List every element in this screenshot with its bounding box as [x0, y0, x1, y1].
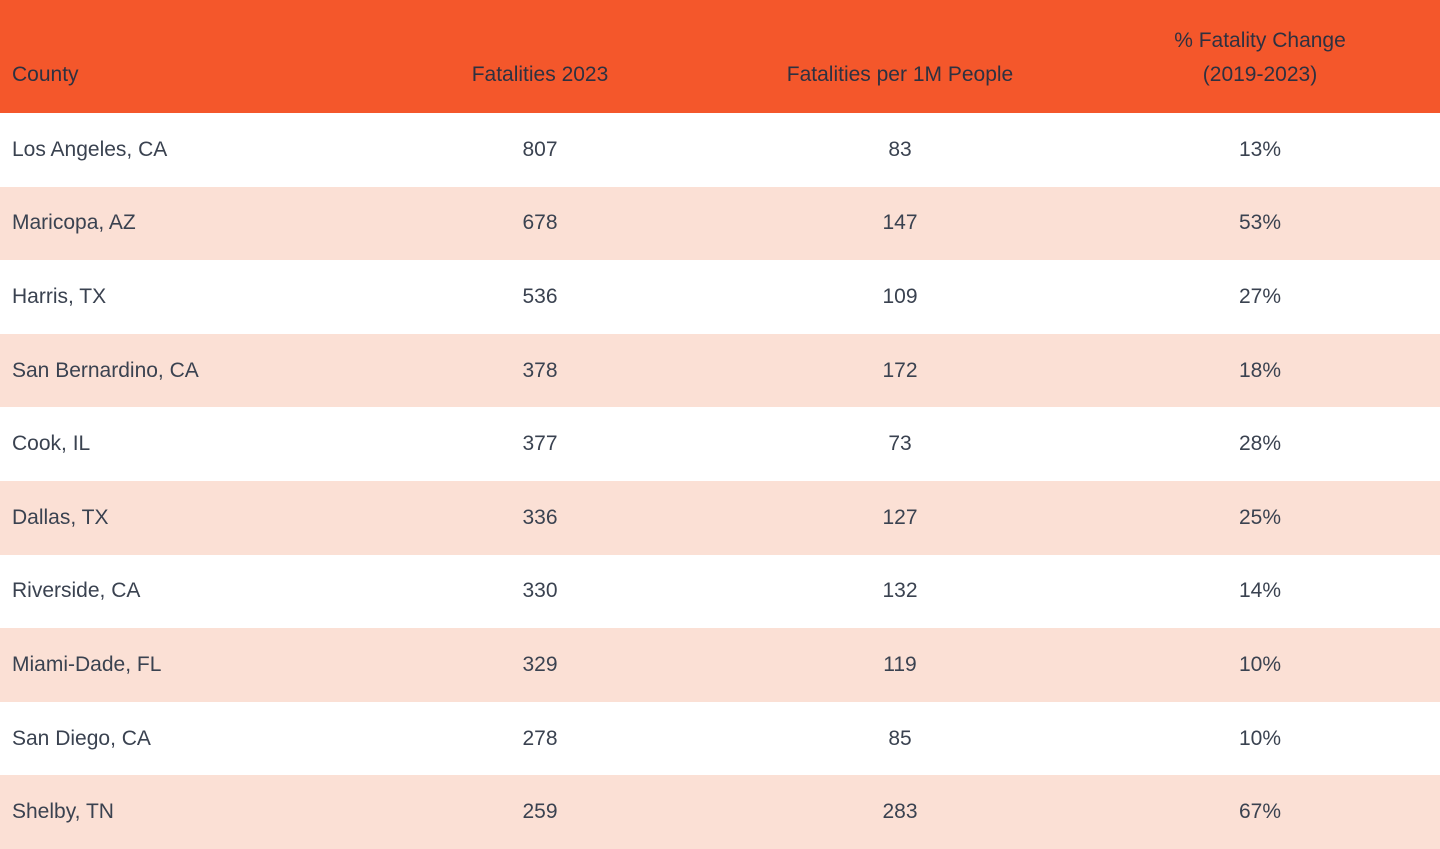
county-cell: Cook, IL — [12, 432, 91, 456]
county-cell: Maricopa, AZ — [12, 211, 136, 235]
fatalities-per-1m-cell: 73 — [888, 432, 912, 456]
fatalities-per-1m-cell: 283 — [882, 800, 918, 824]
column-header-pct-fatality-change: % Fatality Change (2019-2023) — [1080, 0, 1440, 113]
county-cell: Harris, TX — [12, 284, 107, 308]
column-header-fatalities-per-1m: Fatalities per 1M People — [720, 0, 1080, 113]
county-cell: San Bernardino, CA — [12, 358, 199, 382]
column-header-county: County — [0, 0, 360, 113]
fatalities-per-1m-cell: 109 — [882, 284, 918, 308]
table-row: Harris, TX 536 109 27% — [0, 260, 1440, 334]
fatalities-2023-cell: 259 — [522, 800, 558, 824]
table-row: San Diego, CA 278 85 10% — [0, 701, 1440, 776]
fatalities-2023-cell: 377 — [522, 432, 558, 456]
fatalities-per-1m-cell: 83 — [888, 137, 912, 161]
table-row: Miami-Dade, FL 329 119 10% — [0, 628, 1440, 702]
fatalities-2023-cell: 378 — [522, 358, 558, 382]
fatalities-2023-cell: 336 — [522, 505, 558, 529]
fatalities-per-1m-cell: 147 — [882, 211, 918, 235]
column-header-fatalities-2023: Fatalities 2023 — [360, 0, 720, 113]
table-row: Dallas, TX 336 127 25% — [0, 480, 1440, 555]
pct-fatality-change-cell: 10% — [1238, 726, 1282, 750]
fatalities-2023-cell: 330 — [522, 579, 558, 603]
pct-fatality-change-cell: 10% — [1238, 652, 1282, 676]
pct-fatality-change-cell: 27% — [1238, 284, 1282, 308]
fatalities-2023-cell: 807 — [522, 137, 558, 161]
pct-fatality-change-cell: 14% — [1238, 579, 1282, 603]
fatalities-2023-cell: 678 — [522, 211, 558, 235]
fatalities-per-1m-cell: 172 — [882, 358, 918, 382]
table-row: San Bernardino, CA 378 172 18% — [0, 333, 1440, 408]
pct-fatality-change-cell: 53% — [1238, 211, 1282, 235]
county-cell: Riverside, CA — [12, 579, 141, 603]
fatalities-per-1m-cell: 85 — [888, 726, 912, 750]
table-body: Los Angeles, CA 807 83 13% Maricopa, AZ 678 14… — [0, 113, 1440, 849]
table-row: Maricopa, AZ 678 147 53% — [0, 186, 1440, 261]
county-cell: Los Angeles, CA — [12, 137, 168, 161]
fatalities-per-1m-cell: 127 — [882, 505, 918, 529]
pct-fatality-change-cell: 28% — [1238, 432, 1282, 456]
county-cell: Miami-Dade, FL — [12, 652, 162, 676]
pct-fatality-change-cell: 18% — [1238, 358, 1282, 382]
table-row: Los Angeles, CA 807 83 13% — [0, 113, 1440, 187]
county-cell: San Diego, CA — [12, 726, 151, 750]
county-cell: Shelby, TN — [12, 800, 114, 824]
table-header: County Fatalities 2023 Fatalities per 1M… — [0, 0, 1440, 113]
pct-fatality-change-cell: 67% — [1238, 800, 1282, 824]
fatalities-2023-cell: 536 — [522, 284, 558, 308]
table-header-row: County Fatalities 2023 Fatalities per 1M… — [0, 0, 1440, 113]
fatalities-per-1m-cell: 119 — [883, 652, 917, 676]
table-row: Cook, IL 377 73 28% — [0, 407, 1440, 481]
pct-fatality-change-cell: 13% — [1238, 137, 1282, 161]
county-cell: Dallas, TX — [12, 505, 109, 529]
fatalities-2023-cell: 329 — [522, 652, 558, 676]
pct-fatality-change-cell: 25% — [1238, 505, 1282, 529]
table-row: Riverside, CA 330 132 14% — [0, 554, 1440, 629]
table-row: Shelby, TN 259 283 67% — [0, 775, 1440, 849]
fatalities-per-1m-cell: 132 — [882, 579, 918, 603]
fatalities-2023-cell: 278 — [522, 726, 558, 750]
